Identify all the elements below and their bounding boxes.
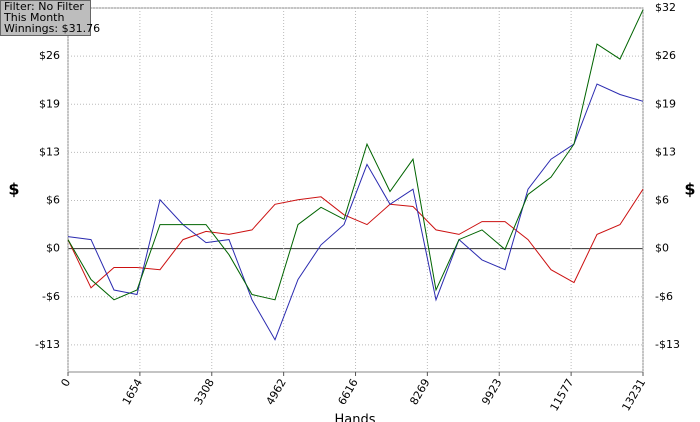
legend-text: Winnings: $31.76: [4, 22, 100, 35]
y2-tick-label: -$6: [655, 290, 673, 303]
x-tick-label: 0: [58, 377, 73, 390]
y2-tick-label: $32: [655, 1, 676, 14]
series-line: [67, 9, 644, 301]
legend-text: This Month: [3, 11, 64, 24]
y-tick-label: -$6: [42, 290, 60, 303]
x-tick-label: 13231: [619, 377, 648, 414]
x-tick-label: 11577: [548, 377, 577, 414]
y2-tick-label: -$13: [655, 338, 680, 351]
y2-tick-label: $26: [655, 49, 676, 62]
y2-tick-label: $6: [655, 194, 669, 207]
x-tick-label: 4962: [264, 377, 289, 408]
y2-tick-label: $13: [655, 145, 676, 158]
x-axis-title: Hands: [334, 413, 375, 422]
y-tick-label: $6: [46, 194, 60, 207]
x-tick-label: 8269: [407, 377, 432, 408]
series-line: [67, 188, 644, 289]
y-tick-label: $13: [39, 145, 60, 158]
series-line: [67, 83, 644, 341]
legend-box: [0, 0, 91, 36]
y-tick-label: $26: [39, 49, 60, 62]
y2-axis-title: $: [684, 180, 695, 199]
x-tick-label: 6616: [335, 377, 360, 408]
x-tick-label: 3308: [192, 377, 217, 408]
y-tick-label: $0: [46, 242, 60, 255]
x-tick-label: 9923: [479, 377, 504, 408]
x-tick-label: 1654: [120, 377, 145, 408]
y2-tick-label: $0: [655, 242, 669, 255]
legend-text: Filter: No Filter: [4, 0, 84, 13]
y-tick-label: $19: [39, 97, 60, 110]
y-tick-label: -$13: [35, 338, 60, 351]
y2-tick-label: $19: [655, 97, 676, 110]
y-axis-title: $: [8, 180, 19, 199]
